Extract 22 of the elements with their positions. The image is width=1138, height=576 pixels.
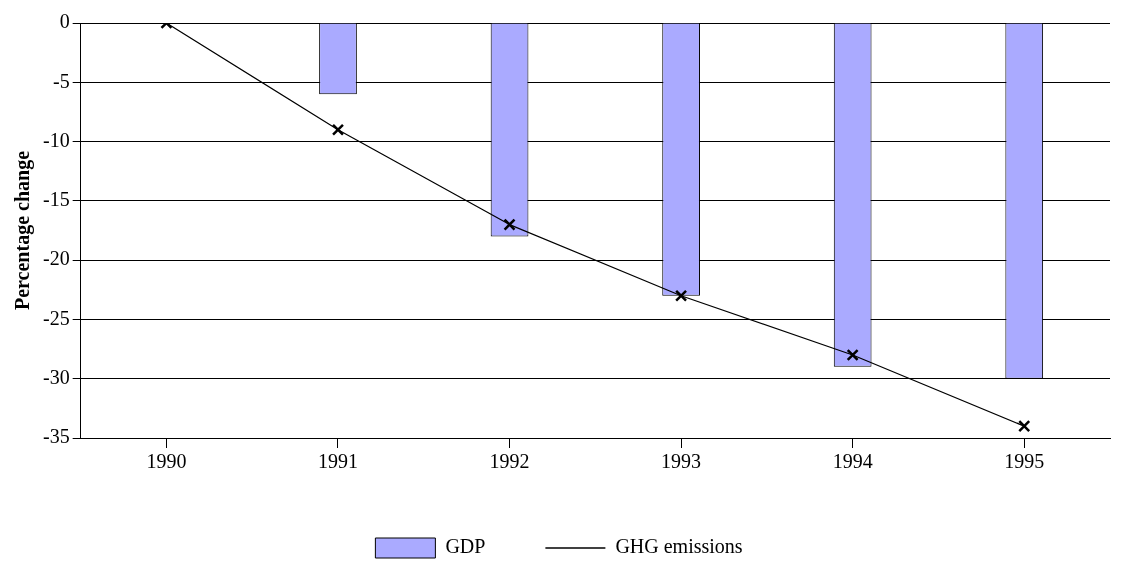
y-tick-label: -35 <box>42 425 70 448</box>
x-tick-label: 1990 <box>146 450 187 473</box>
y-axis-title: Percentage change <box>11 150 35 311</box>
legend-label: GDP <box>445 535 486 558</box>
x-tick-label: 1995 <box>1004 450 1045 473</box>
x-tick-label: 1994 <box>832 450 873 473</box>
point <box>331 123 345 136</box>
point <box>1018 419 1031 433</box>
y-tick-label: 0 <box>59 10 70 33</box>
y-tick-label: -25 <box>42 306 70 329</box>
y-tick-label: -30 <box>42 365 70 388</box>
y-tick-label: -20 <box>42 247 70 270</box>
point <box>674 289 688 302</box>
point <box>846 348 859 362</box>
x-tick-label: 1992 <box>489 450 530 473</box>
point <box>503 218 516 231</box>
x-tick-label: 1991 <box>318 450 358 473</box>
y-tick-label: -10 <box>42 128 70 151</box>
y-tick-label: -15 <box>42 188 70 211</box>
y-tick-label: -5 <box>52 69 70 92</box>
legend-label: GHG emissions <box>615 535 743 558</box>
x-tick-label: 1993 <box>661 450 702 473</box>
